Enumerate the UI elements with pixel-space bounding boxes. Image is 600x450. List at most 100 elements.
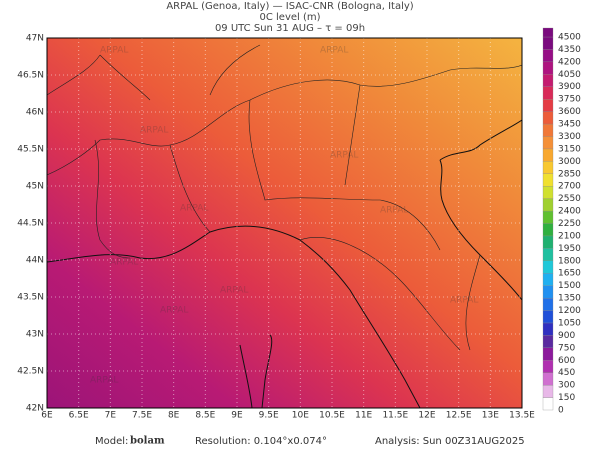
colorbar-swatch (542, 235, 554, 249)
colorbar-label: 3150 (558, 144, 581, 154)
colorbar-label: 2400 (558, 207, 581, 217)
colorbar-swatch (542, 61, 554, 75)
colorbar-label: 4500 (558, 33, 581, 43)
colorbar-swatch (542, 36, 554, 50)
colorbar-label: 3000 (558, 157, 581, 167)
lon-label: 8E (168, 411, 180, 421)
map-field (47, 38, 522, 408)
colorbar-label: 300 (558, 381, 575, 391)
colorbar-label: 3750 (558, 95, 581, 105)
colorbar-swatch (542, 49, 554, 63)
lon-label: 13.5E (509, 411, 535, 421)
colorbar-label: 1650 (558, 269, 581, 279)
watermark: ARPAL (90, 376, 118, 386)
colorbar-label: 600 (558, 356, 575, 366)
lon-label: 11.5E (382, 411, 408, 421)
lat-label: 47N (26, 34, 44, 44)
colorbar-swatch (542, 297, 554, 311)
colorbar-swatch (542, 285, 554, 299)
lat-label: 45.5N (17, 145, 44, 155)
colorbar-label: 750 (558, 343, 575, 353)
colorbar-label: 0 (558, 406, 564, 416)
grid: 47N 46.5N 46N 45.5N 45N 44.5N 44N 43.5N 43N 42.5N… (17, 34, 535, 421)
coastline (439, 119, 522, 161)
colorbar-swatch (542, 322, 554, 336)
colorbar-label: 2250 (558, 219, 581, 229)
border (94, 84, 481, 351)
lat-label: 46N (26, 108, 44, 118)
colorbar-label: 4050 (558, 70, 581, 80)
lon-label: 12.5E (446, 411, 472, 421)
watermark: ARPAL (320, 46, 348, 56)
colorbar: 0 150 300 450 600 750 900 1050 1200 1350 1500 1650 1… (542, 27, 581, 416)
island (239, 334, 273, 408)
border (47, 64, 522, 176)
colorbar-swatch (542, 273, 554, 286)
lat-label: 42N (26, 404, 44, 414)
lon-label: 10E (292, 411, 309, 421)
header-line: 09 UTC Sun 31 AUG – τ = 09h (215, 23, 365, 34)
colorbar-swatch (542, 198, 554, 212)
colorbar-label: 450 (558, 368, 575, 378)
watermark: ARPAL (450, 296, 478, 306)
header-line: 0C level (m) (259, 12, 320, 23)
colorbar-swatch (542, 74, 554, 87)
colorbar-swatch (542, 223, 554, 237)
colorbar-swatch (542, 86, 554, 100)
lon-label: 9.5E (259, 411, 279, 421)
colorbar-label: 2550 (558, 194, 581, 204)
colorbar-label: 1800 (558, 256, 581, 266)
lon-label: 7E (105, 411, 117, 421)
map (47, 38, 522, 408)
lon-label: 6.5E (69, 411, 89, 421)
lat-label: 43N (26, 330, 44, 340)
lon-label: 11E (355, 411, 372, 421)
watermark: ARPAL (380, 206, 408, 216)
lon-label: 13E (482, 411, 499, 421)
lon-label: 10.5E (319, 411, 345, 421)
colorbar-label: 1200 (558, 306, 581, 316)
lon-label: 7.5E (132, 411, 152, 421)
watermark: ARPAL (140, 126, 168, 136)
colorbar-label: 3600 (558, 107, 581, 117)
colorbar-label: 3900 (558, 82, 581, 92)
colorbar-swatch (542, 260, 554, 274)
colorbar-swatch (542, 148, 554, 162)
colorbar-swatch (542, 186, 554, 199)
footer-model: bolam (130, 436, 165, 447)
footer-resolution: Resolution: 0.104°x0.074° (195, 436, 327, 447)
header-line: ARPAL (Genoa, Italy) — ISAC-CNR (Bologna… (166, 1, 413, 12)
colorbar-swatch (542, 248, 554, 261)
colorbar-label: 1050 (558, 318, 581, 328)
colorbar-label: 1350 (558, 294, 581, 304)
watermark: ARPAL (160, 306, 188, 316)
coastline (439, 159, 522, 301)
colorbar-label: 3450 (558, 120, 581, 130)
watermark: ARPAL (220, 286, 248, 296)
coastline (47, 225, 421, 408)
colorbar-swatch (542, 335, 554, 348)
colorbar-swatch (542, 136, 554, 150)
lat-label: 46.5N (17, 71, 44, 81)
colorbar-swatch (542, 123, 554, 137)
footer-model-label: Model: (95, 436, 128, 447)
colorbar-label: 2100 (558, 231, 581, 241)
colorbar-label: 1950 (558, 244, 581, 254)
colorbar-label: 4200 (558, 57, 581, 67)
colorbar-label: 1500 (558, 281, 581, 291)
colorbar-swatch (542, 173, 554, 187)
map-frame (46, 37, 523, 409)
lon-label: 8.5E (195, 411, 215, 421)
colorbar-swatch (542, 310, 554, 324)
lat-label: 42.5N (17, 367, 44, 377)
colorbar-swatch (542, 99, 554, 112)
colorbar-swatch (542, 161, 554, 174)
colorbar-swatch (542, 347, 554, 361)
lat-label: 44N (26, 256, 44, 266)
colorbar-label: 900 (558, 331, 575, 341)
colorbar-swatch (542, 384, 554, 398)
watermark: ARPAL (180, 204, 208, 214)
lon-label: 6E (41, 411, 53, 421)
colorbar-cap (542, 27, 554, 38)
